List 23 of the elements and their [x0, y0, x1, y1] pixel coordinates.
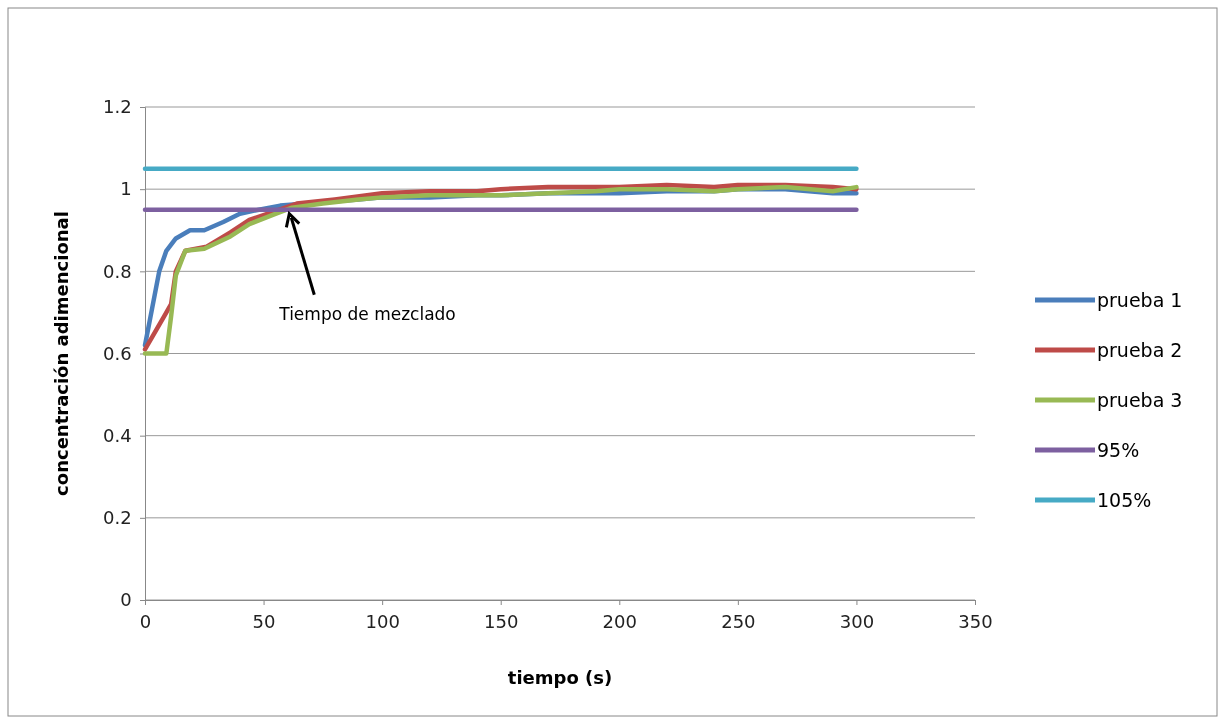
- legend-label: prueba 2: [1097, 339, 1183, 361]
- y-tick-label: 0.4: [102, 424, 132, 446]
- x-tick-label: 250: [721, 610, 756, 632]
- x-tick-label: 150: [484, 610, 519, 632]
- x-tick-label: 50: [252, 610, 276, 632]
- legend-label: prueba 1: [1097, 289, 1183, 311]
- x-tick-label: 300: [839, 610, 875, 632]
- annotation: Tiempo de mezclado: [278, 303, 456, 324]
- y-tick-label: 0.8: [102, 260, 132, 282]
- x-tick-label: 100: [365, 610, 400, 632]
- legend-label: 105%: [1097, 489, 1152, 511]
- x-axis-title: tiempo (s): [507, 667, 613, 688]
- y-tick-label: 0.6: [102, 342, 132, 364]
- y-tick-label: 1: [120, 178, 132, 200]
- x-tick-label: 350: [958, 610, 993, 632]
- y-tick-label: 0.2: [102, 507, 132, 529]
- y-tick-label: 1.2: [102, 96, 132, 118]
- y-axis-title: concentración adimencional: [51, 211, 72, 496]
- x-tick-label: 200: [602, 610, 637, 632]
- legend-label: prueba 3: [1097, 389, 1183, 411]
- x-tick-label: 0: [139, 610, 152, 632]
- legend-label: 95%: [1097, 439, 1140, 461]
- y-tick-label: 0: [120, 589, 132, 611]
